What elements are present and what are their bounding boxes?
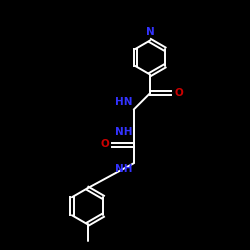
Text: O: O	[101, 139, 110, 149]
Text: NH: NH	[115, 164, 132, 174]
Text: O: O	[174, 88, 183, 98]
Text: HN: HN	[115, 98, 132, 108]
Text: NH: NH	[115, 127, 132, 137]
Text: N: N	[146, 28, 154, 38]
